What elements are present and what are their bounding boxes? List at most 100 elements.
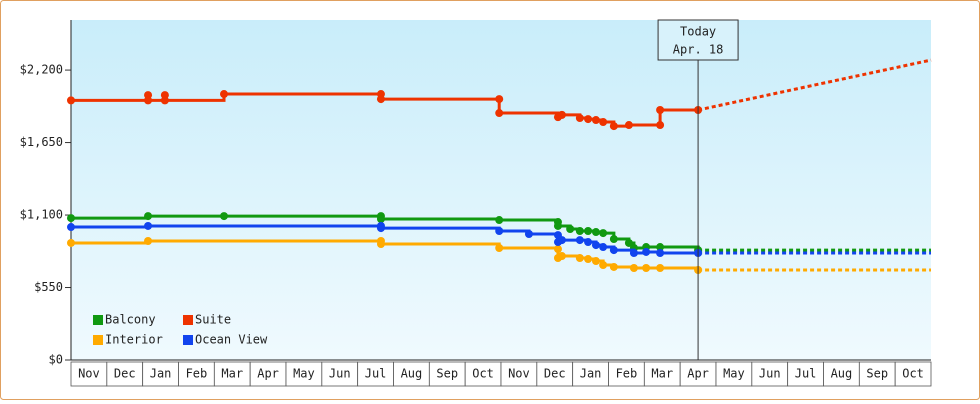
x-tick-label: Feb <box>186 367 208 381</box>
legend-label: Interior <box>105 333 163 347</box>
x-cell <box>751 361 789 387</box>
x-tick-label: Aug <box>831 367 853 381</box>
price-point <box>67 238 75 247</box>
price-point <box>656 264 665 273</box>
price-point <box>599 118 608 126</box>
price-point <box>376 240 385 249</box>
x-cell <box>858 361 896 387</box>
price-point <box>642 264 651 273</box>
legend-label: Balcony <box>105 313 156 327</box>
price-point <box>495 243 504 252</box>
price-point <box>609 235 618 244</box>
x-tick-label: May <box>723 367 745 381</box>
legend-label: Ocean View <box>195 333 268 347</box>
today-label: Today <box>680 25 716 39</box>
price-point <box>584 226 593 235</box>
price-point <box>557 252 566 261</box>
x-tick-label: Apr <box>257 367 279 381</box>
x-cell <box>464 361 502 387</box>
price-point <box>376 224 385 233</box>
price-point <box>575 236 584 245</box>
x-tick-label: Sep <box>866 367 888 381</box>
x-tick-label: Oct <box>472 367 494 381</box>
price-point <box>642 247 651 256</box>
x-tick-label: Mar <box>651 367 673 381</box>
legend-swatch <box>93 335 103 345</box>
price-point <box>629 264 638 273</box>
today-label: Apr. 18 <box>673 43 724 57</box>
x-cell <box>321 361 359 387</box>
price-point <box>160 96 169 105</box>
y-tick-label: $0 <box>49 353 63 367</box>
price-point <box>591 116 600 125</box>
price-point <box>495 216 504 225</box>
y-tick-label: $2,200 <box>20 63 63 77</box>
legend-swatch <box>183 315 193 325</box>
x-cell <box>823 361 860 387</box>
x-cell <box>715 361 753 387</box>
x-tick-label: Jun <box>329 367 351 381</box>
price-point <box>656 243 665 252</box>
x-cell <box>285 361 323 387</box>
plot-area <box>71 20 931 360</box>
price-point <box>144 96 153 105</box>
price-point <box>67 96 75 105</box>
price-point <box>591 257 600 266</box>
price-point <box>67 223 75 232</box>
x-tick-label: Aug <box>401 367 423 381</box>
price-point <box>599 229 608 238</box>
price-point <box>656 106 665 115</box>
price-point <box>557 236 566 245</box>
x-cell <box>643 361 681 387</box>
x-cell <box>249 361 287 387</box>
price-point <box>524 230 533 239</box>
price-point <box>495 109 504 118</box>
price-point <box>599 260 608 269</box>
price-point <box>220 90 229 99</box>
x-cell <box>894 361 932 387</box>
x-tick-label: Nov <box>508 367 530 381</box>
legend-swatch <box>183 335 193 345</box>
x-tick-label: Jul <box>795 367 817 381</box>
x-cell <box>428 361 466 387</box>
price-point <box>495 95 504 104</box>
price-point <box>591 228 600 237</box>
price-point <box>495 226 504 235</box>
price-point <box>553 221 562 230</box>
x-cell <box>106 361 144 387</box>
price-point <box>629 248 638 257</box>
price-point <box>376 95 385 104</box>
y-tick-label: $550 <box>34 280 63 294</box>
x-tick-label: Apr <box>687 367 709 381</box>
x-cell <box>608 361 645 387</box>
legend-label: Suite <box>195 313 231 327</box>
price-point <box>575 254 584 262</box>
x-cell <box>679 361 717 387</box>
price-point <box>553 245 562 254</box>
price-point <box>609 122 618 131</box>
price-point <box>67 214 75 223</box>
price-point <box>584 238 593 247</box>
x-tick-label: Dec <box>544 367 566 381</box>
legend-swatch <box>93 315 103 325</box>
price-point <box>624 238 633 247</box>
price-point <box>584 115 593 124</box>
x-cell <box>70 361 108 387</box>
price-point <box>376 214 385 223</box>
price-point <box>599 243 608 252</box>
price-point <box>609 262 618 271</box>
price-point <box>144 237 153 245</box>
x-cell <box>500 361 538 387</box>
x-tick-label: Dec <box>114 367 136 381</box>
forecast-line <box>697 58 932 112</box>
x-tick-label: Jun <box>759 367 781 381</box>
price-point <box>557 110 566 119</box>
x-cell <box>572 361 609 387</box>
price-point <box>144 221 153 230</box>
price-point <box>609 246 618 255</box>
price-point <box>591 241 600 250</box>
price-point <box>566 225 575 234</box>
x-tick-label: Oct <box>902 367 924 381</box>
x-cell <box>357 361 394 387</box>
x-tick-label: Feb <box>616 367 638 381</box>
